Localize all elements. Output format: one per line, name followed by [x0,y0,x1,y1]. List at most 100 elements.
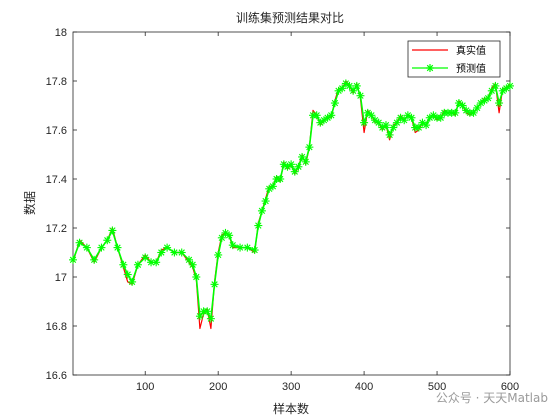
predicted-marker [188,260,197,269]
predicted-marker [360,118,369,127]
predicted-marker [290,167,299,176]
x-tick-label: 600 [501,381,519,393]
predicted-marker [414,123,423,132]
predicted-marker [389,123,398,132]
watermark: 公众号 · 天天Matlab [436,391,548,405]
predicted-marker [392,118,401,127]
y-axis-label: 数据 [22,191,37,215]
predicted-marker [287,160,296,169]
predicted-marker [330,99,339,108]
x-tick-label: 300 [282,381,300,393]
y-tick-label: 16.6 [46,370,67,382]
legend-label-actual: 真实值 [456,44,486,57]
predicted-marker [473,103,482,112]
predicted-marker [170,248,179,257]
predicted-marker [436,113,445,122]
predicted-marker [133,260,142,269]
predicted-marker [451,108,460,117]
predicted-marker [257,206,266,215]
predicted-marker [203,307,212,316]
predicted-marker [294,162,303,171]
predicted-marker [119,260,128,269]
predicted-marker [152,258,161,267]
predicted-marker [157,248,166,257]
plot-area [72,31,511,376]
predicted-marker [381,121,390,130]
predicted-marker [367,111,376,120]
predicted-marker [97,243,106,252]
y-tick-label: 16.8 [46,321,67,333]
y-tick-label: 17.2 [46,223,67,235]
predicted-marker [261,197,270,206]
predicted-marker [323,113,332,122]
predicted-marker [458,101,467,110]
predicted-marker [495,99,504,108]
predicted-marker [163,243,172,252]
predicted-marker [345,81,354,90]
predicted-marker [491,81,500,90]
predicted-marker [210,280,219,289]
x-tick-label: 500 [428,381,446,393]
predicted-marker [374,118,383,127]
predicted-marker [422,121,431,130]
series-layer [69,79,514,330]
legend-box [407,40,501,78]
y-tick-label: 17.6 [46,125,67,137]
series-predicted-markers [69,79,514,323]
y-tick-label: 18 [55,27,67,39]
predicted-marker [349,86,358,95]
predicted-marker [214,250,223,259]
predicted-marker [243,243,252,252]
predicted-marker [225,231,234,240]
predicted-marker [75,238,84,247]
predicted-marker [184,255,193,264]
predicted-marker [82,243,91,252]
predicted-marker [407,113,416,122]
predicted-marker [108,226,117,235]
x-tick-label: 200 [209,381,227,393]
predicted-marker [103,236,112,245]
predicted-marker [236,243,245,252]
predicted-marker [356,91,365,100]
predicted-marker [283,162,292,171]
predicted-marker [128,277,137,286]
predicted-marker [192,273,201,281]
predicted-marker [429,111,438,120]
x-tick-label: 100 [136,381,154,393]
x-axis-label: 样本数 [273,401,309,416]
predicted-marker [484,94,493,103]
predicted-marker [228,241,237,250]
predicted-marker [250,246,259,255]
predicted-marker [400,116,409,125]
legend-label-predicted: 预测值 [456,62,486,75]
legend: 真实值 预测值 [407,40,501,78]
predicted-marker [298,152,307,161]
legend-marker-predicted [426,64,434,72]
x-tick-label: 400 [355,381,373,393]
predicted-marker [371,116,380,125]
predicted-marker [425,113,434,122]
predicted-marker [90,255,99,264]
predicted-marker [312,111,321,120]
predicted-marker [469,108,478,117]
axis-ticks: 100 200 300 400 500 600 16.6 16.8 17 17.2 17.4 17.6… [46,27,520,393]
predicted-marker [276,175,285,183]
predicted-marker [254,221,263,230]
predicted-marker [177,248,186,257]
predicted-marker [305,143,314,152]
y-tick-label: 17 [55,272,67,284]
predicted-marker [268,182,277,191]
predicted-marker [123,270,132,279]
predicted-marker [301,157,310,166]
chart-title: 训练集预测结果对比 [236,10,344,25]
predicted-marker [338,84,347,93]
predicted-marker [327,111,336,120]
predicted-marker [195,312,204,321]
predicted-marker [141,253,150,262]
predicted-marker [206,314,215,323]
y-tick-label: 17.4 [46,174,67,186]
predicted-marker [113,243,122,252]
predicted-marker [69,255,77,264]
predicted-marker [506,81,514,90]
